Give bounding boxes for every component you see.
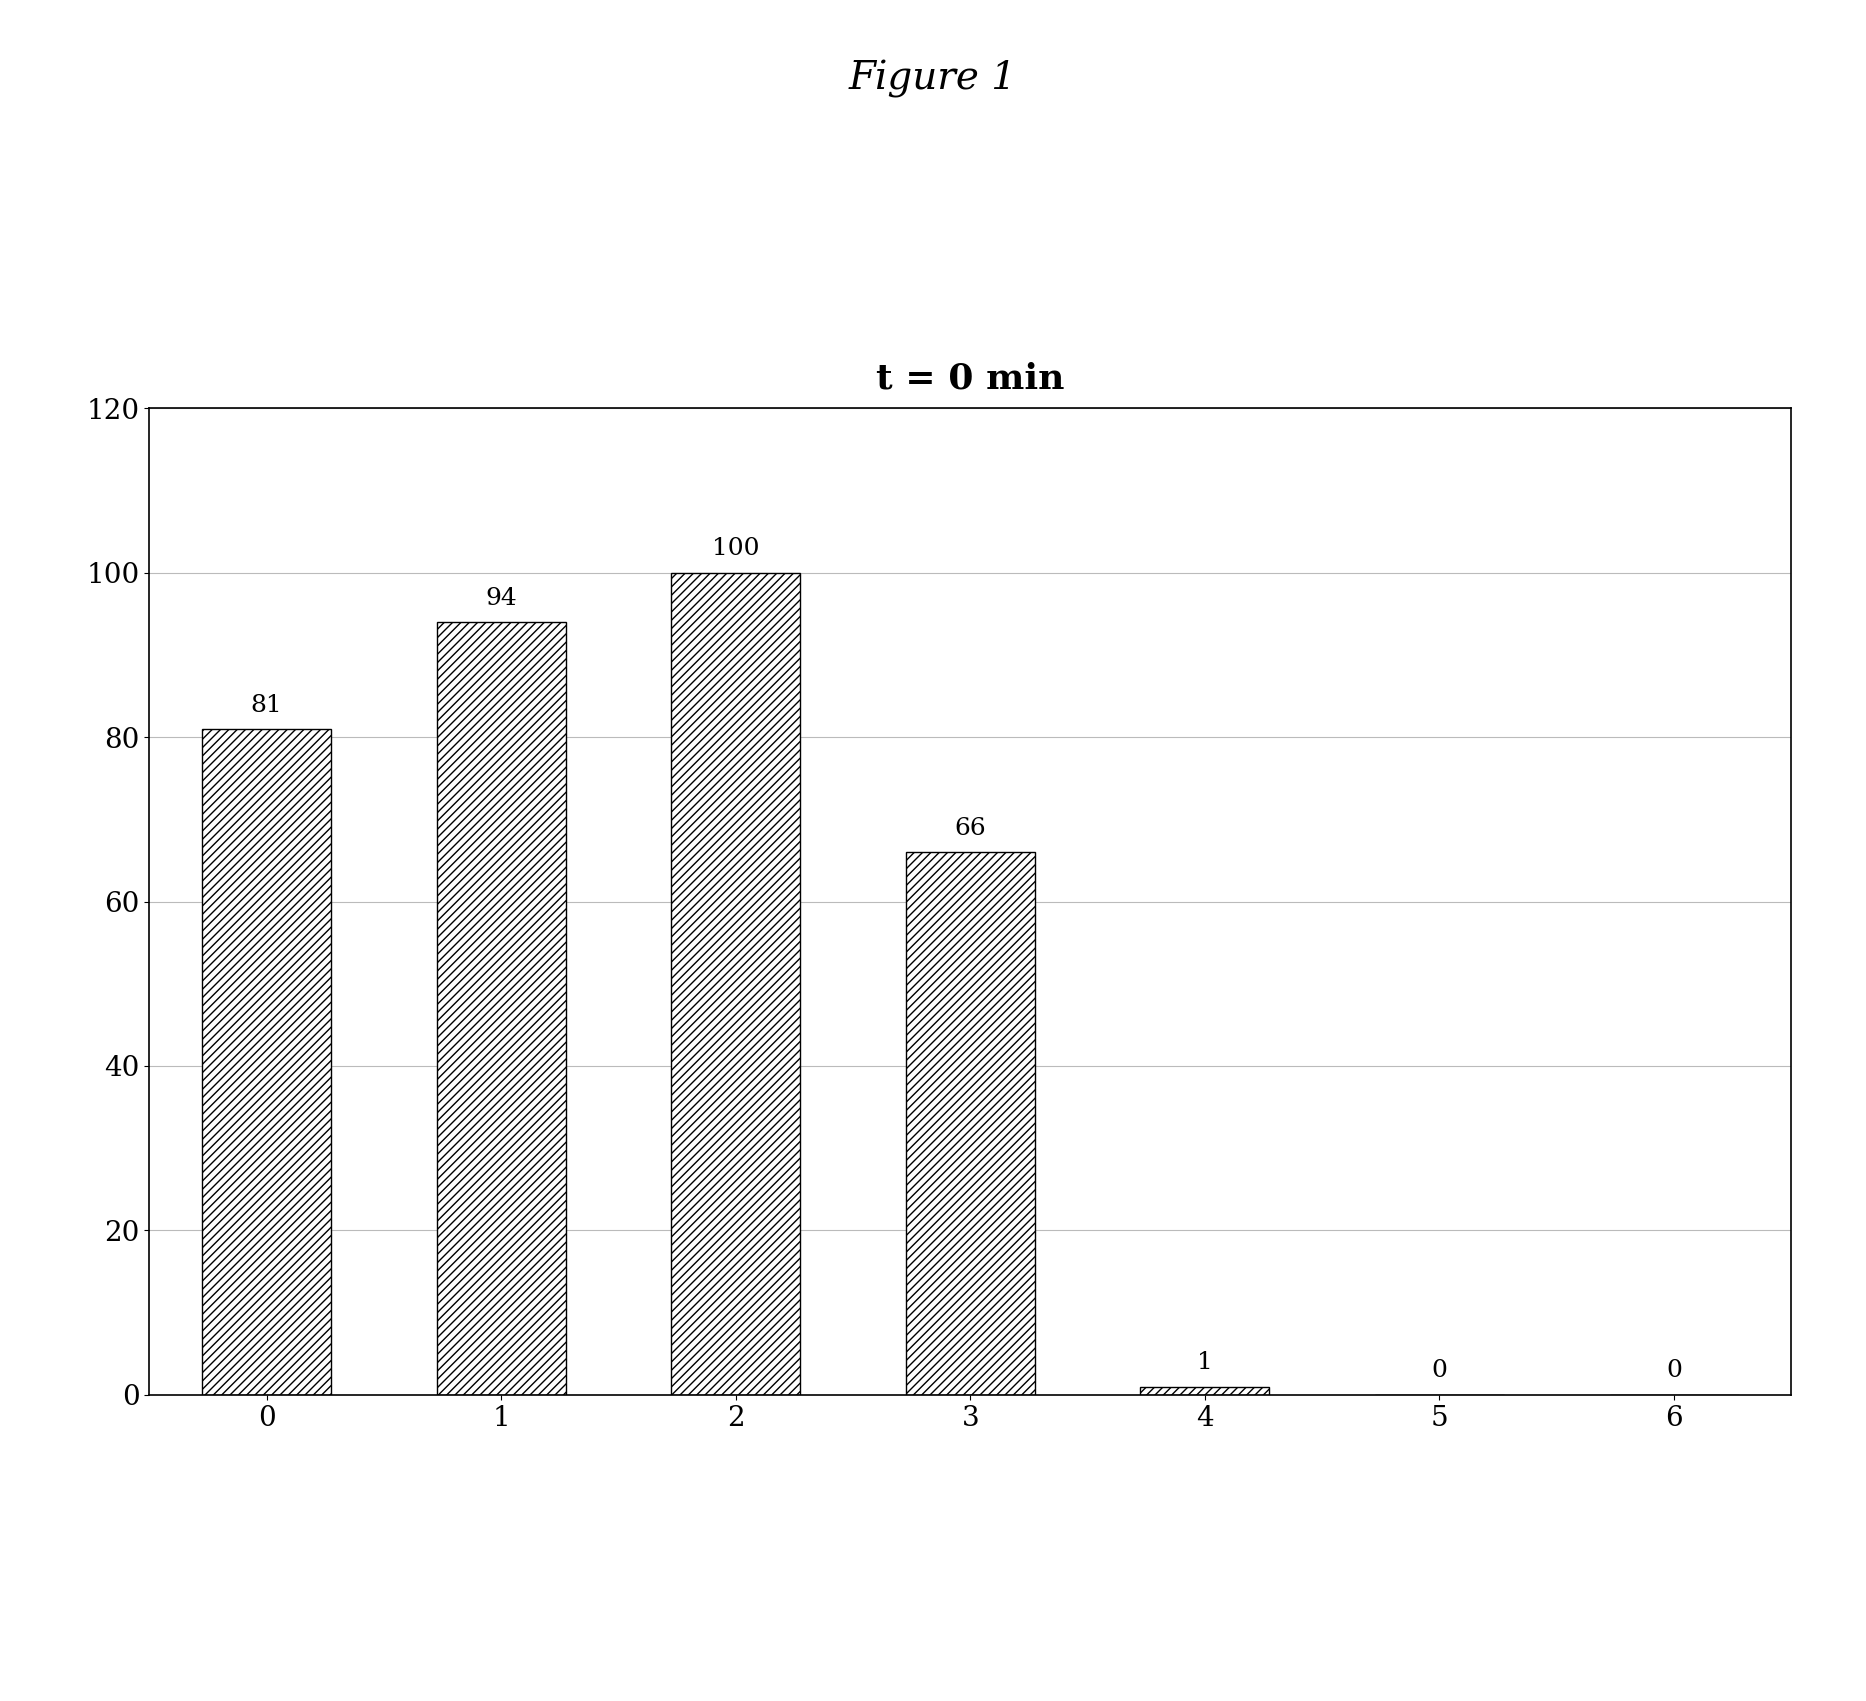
Text: 0: 0	[1666, 1359, 1681, 1383]
Text: 100: 100	[713, 538, 759, 560]
Bar	[905, 852, 1036, 1395]
Bar	[672, 573, 801, 1395]
Text: 0: 0	[1431, 1359, 1448, 1383]
Text: 66: 66	[954, 816, 987, 840]
Bar	[202, 730, 330, 1395]
Text: 81: 81	[250, 694, 282, 716]
Title: t = 0 min: t = 0 min	[875, 362, 1065, 396]
Bar	[437, 623, 565, 1395]
Text: 94: 94	[485, 587, 517, 609]
Bar	[1140, 1386, 1269, 1395]
Text: 1: 1	[1196, 1351, 1213, 1374]
Text: Figure 1: Figure 1	[849, 60, 1017, 97]
